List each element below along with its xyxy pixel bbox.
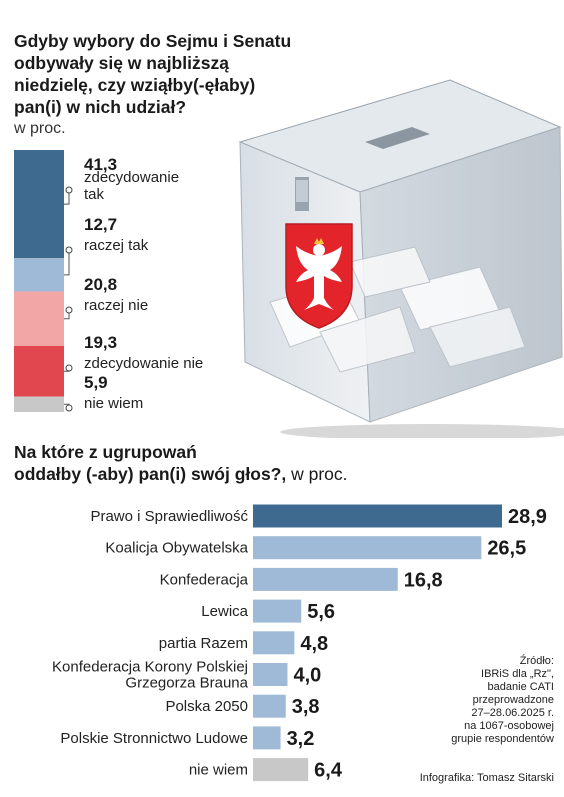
stack-segment-0 xyxy=(14,150,64,259)
stack-category-label-2: raczej nie xyxy=(84,297,148,314)
question-2-text: Na które z ugrupowań oddałby (-aby) pan(… xyxy=(14,442,287,484)
party-label-8: nie wiem xyxy=(189,762,248,779)
question-2-unit: w proc. xyxy=(286,464,348,484)
stack-connector-dot-3 xyxy=(65,364,73,372)
stack-segment-4 xyxy=(14,396,64,412)
infographic-credit: Infografika: Tomasz Sitarski xyxy=(419,772,554,784)
question-1-unit: w proc. xyxy=(14,120,66,137)
party-bar-3 xyxy=(253,599,302,623)
box-slot xyxy=(365,127,430,149)
party-label-6: Polska 2050 xyxy=(165,698,248,715)
party-label-5: Grzegorza Brauna xyxy=(125,675,248,692)
party-label-7: Polskie Stronnictwo Ludowe xyxy=(60,730,248,747)
box-shadow xyxy=(280,424,564,438)
party-value-label-4: 4,8 xyxy=(300,633,328,655)
party-label-5: Konfederacja Korony Polskiej xyxy=(52,659,248,676)
party-bar-7 xyxy=(253,726,281,750)
party-support-bar-chart: Prawo i Sprawiedliwość 28,9 Koalicja Obywa… xyxy=(52,504,547,782)
party-value-label-2: 16,8 xyxy=(404,569,443,591)
stack-value-label-4: 5,9 xyxy=(84,373,108,392)
stack-value-label-2: 20,8 xyxy=(84,275,117,294)
stack-category-label-0: tak xyxy=(84,186,105,203)
party-label-0: Prawo i Sprawiedliwość xyxy=(90,508,248,525)
party-label-4: partia Razem xyxy=(159,635,248,652)
stack-connector-1 xyxy=(64,250,70,276)
party-label-3: Lewica xyxy=(201,603,248,620)
source-note: Źródło: IBRiS dla „Rz", badanie CATI prz… xyxy=(451,655,554,745)
party-bar-8 xyxy=(253,758,309,782)
party-bar-0 xyxy=(253,504,502,528)
party-label-2: Konfederacja xyxy=(160,571,249,588)
question-1-text: Gdyby wybory do Sejmu i Senatu odbywały … xyxy=(14,31,292,117)
party-bar-5 xyxy=(253,663,288,686)
party-value-label-1: 26,5 xyxy=(487,538,526,560)
party-value-label-5: 4,0 xyxy=(293,665,321,687)
question-1-title: Gdyby wybory do Sejmu i Senatu odbywały … xyxy=(14,8,314,162)
party-bar-1 xyxy=(253,536,482,560)
polish-eagle-emblem xyxy=(285,223,353,329)
stack-value-label-1: 12,7 xyxy=(84,215,117,234)
party-value-label-0: 28,9 xyxy=(508,506,547,528)
stack-category-label-0: zdecydowanie xyxy=(84,169,179,186)
stack-connector-0 xyxy=(64,190,70,205)
stack-category-label-1: raczej tak xyxy=(84,237,149,254)
stack-segment-3 xyxy=(14,345,64,397)
party-bar-2 xyxy=(253,567,398,591)
stack-connector-dot-4 xyxy=(65,404,73,412)
party-value-label-7: 3,2 xyxy=(287,728,315,750)
party-value-label-6: 3,8 xyxy=(292,696,320,718)
stack-connector-dot-1 xyxy=(65,246,73,254)
stack-connector-dot-2 xyxy=(65,306,73,314)
party-value-label-8: 6,4 xyxy=(314,760,343,782)
stack-value-label-3: 19,3 xyxy=(84,333,117,352)
stack-segment-2 xyxy=(14,291,64,346)
question-2-title: Na które z ugrupowań oddałby (-aby) pan(… xyxy=(14,441,554,485)
stack-category-label-3: zdecydowanie nie xyxy=(84,355,203,372)
stack-segment-1 xyxy=(14,258,64,292)
ballot-box-illustration xyxy=(238,79,564,438)
party-bar-6 xyxy=(253,694,286,718)
party-label-1: Koalicja Obywatelska xyxy=(105,540,248,557)
stack-connector-dot-0 xyxy=(65,186,73,194)
party-bar-4 xyxy=(253,631,295,655)
stack-category-label-4: nie wiem xyxy=(84,395,143,412)
stack-value-label-0: 41,3 xyxy=(84,155,117,174)
party-value-label-3: 5,6 xyxy=(307,601,335,623)
